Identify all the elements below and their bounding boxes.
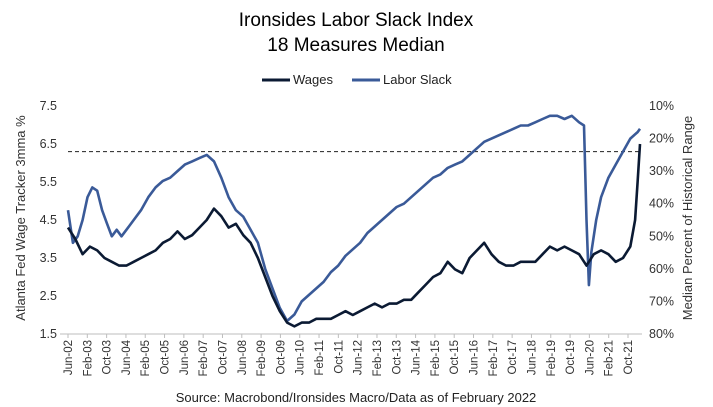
- left-tick-label: 1.5: [40, 327, 57, 341]
- x-tick-label: Oct-07: [217, 340, 229, 375]
- x-axis-ticks: Jun-02 Feb-03 Oct-03 Jun-04 Feb-05 Oct-05 Jun-…: [63, 334, 635, 376]
- x-tick-label: Oct-19: [565, 340, 577, 375]
- x-tick-label: Oct-05: [160, 340, 172, 375]
- x-tick-label: Oct-03: [102, 340, 114, 375]
- x-tick-label: Oct-21: [623, 340, 635, 375]
- x-tick-label: Oct-09: [275, 340, 287, 375]
- x-tick-label: Jun-02: [63, 340, 75, 375]
- source-note: Source: Macrobond/Ironsides Macro/Data a…: [176, 390, 537, 405]
- left-tick-label: 3.5: [40, 251, 57, 265]
- right-tick-label: 70%: [649, 294, 674, 308]
- left-tick-label: 5.5: [40, 175, 57, 189]
- x-tick-label: Feb-05: [140, 340, 152, 376]
- series-line-wages: [66, 143, 642, 328]
- left-tick-label: 7.5: [40, 99, 57, 113]
- x-tick-label: Jun-06: [179, 340, 191, 375]
- x-tick-label: Feb-21: [604, 340, 616, 376]
- x-tick-label: Jun-18: [526, 340, 538, 375]
- chart-title: Ironsides Labor Slack Index: [239, 10, 474, 31]
- x-tick-label: Oct-15: [449, 340, 461, 375]
- x-tick-label: Feb-17: [488, 340, 500, 376]
- x-tick-label: Feb-07: [198, 340, 210, 376]
- x-tick-label: Jun-20: [584, 340, 596, 375]
- right-tick-label: 40%: [649, 197, 674, 211]
- x-tick-label: Jun-04: [121, 339, 133, 375]
- right-tick-label: 80%: [649, 327, 674, 341]
- legend: Wages Labor Slack: [262, 72, 452, 87]
- x-tick-label: Oct-13: [391, 340, 403, 375]
- x-tick-label: Jun-12: [353, 340, 365, 375]
- right-tick-label: 20%: [649, 132, 674, 146]
- x-tick-label: Feb-03: [82, 340, 94, 376]
- x-tick-label: Oct-11: [333, 340, 345, 374]
- left-axis-title: Atlanta Fed Wage Tracker 3mma %: [13, 115, 28, 321]
- x-tick-label: Jun-16: [469, 340, 481, 375]
- series-line-labor-slack: [66, 114, 642, 323]
- x-tick-label: Feb-13: [372, 340, 384, 376]
- x-tick-label: Feb-19: [546, 340, 558, 376]
- right-tick-label: 30%: [649, 164, 674, 178]
- x-tick-label: Jun-14: [411, 339, 423, 375]
- chart-subtitle: 18 Measures Median: [267, 35, 444, 56]
- legend-label-wages: Wages: [293, 72, 333, 87]
- left-axis-ticks: 7.5 6.5 5.5 4.5 3.5 2.5 1.5: [40, 99, 57, 341]
- right-tick-label: 10%: [649, 99, 674, 113]
- x-tick-label: Jun-10: [295, 340, 307, 375]
- x-tick-label: Jun-08: [237, 340, 249, 375]
- right-tick-label: 50%: [649, 229, 674, 243]
- x-tick-label: Oct-17: [507, 340, 519, 375]
- right-axis-title: Median Percent of Historical Range: [680, 116, 695, 321]
- x-tick-label: Feb-15: [430, 340, 442, 376]
- left-tick-label: 2.5: [40, 289, 57, 303]
- legend-label-labor-slack: Labor Slack: [383, 72, 452, 87]
- x-tick-label: Feb-09: [256, 340, 268, 376]
- left-tick-label: 4.5: [40, 213, 57, 227]
- right-axis-ticks: 10% 20% 30% 40% 50% 60% 70% 80%: [649, 99, 674, 341]
- left-tick-label: 6.5: [40, 137, 57, 151]
- x-tick-label: Feb-11: [314, 340, 326, 376]
- right-tick-label: 60%: [649, 262, 674, 276]
